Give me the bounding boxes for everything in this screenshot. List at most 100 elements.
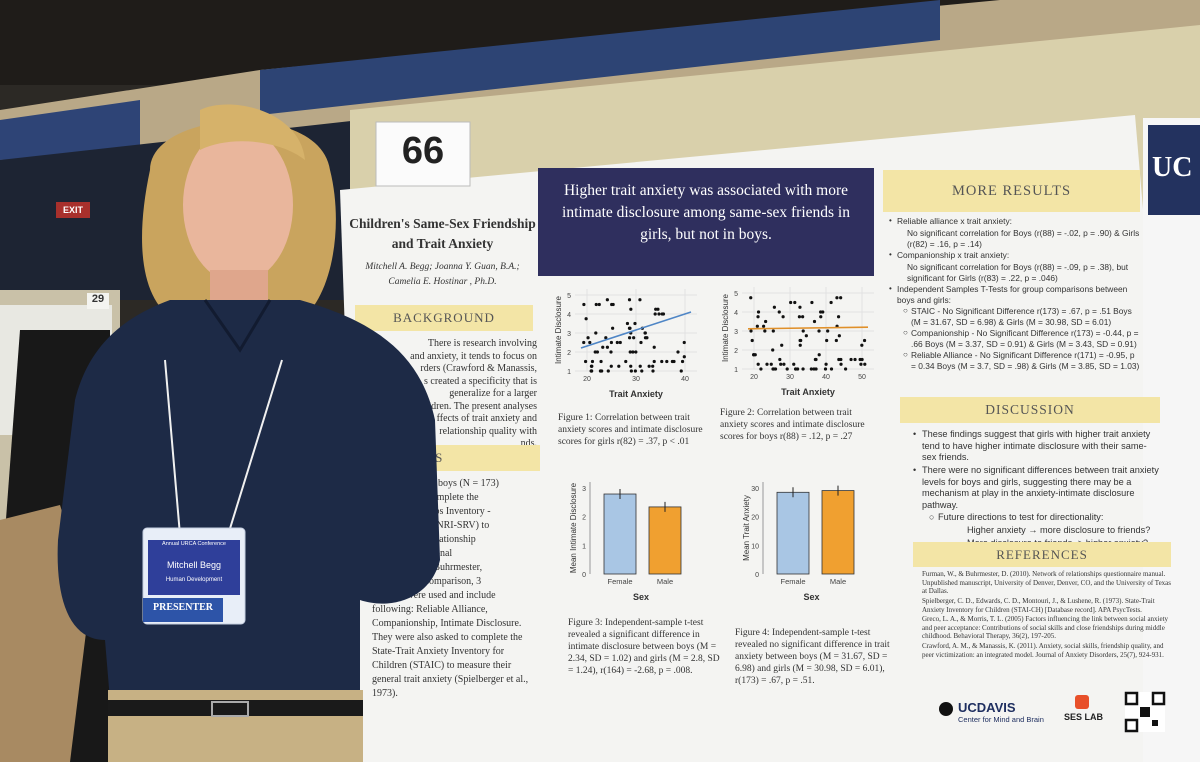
body-line: They were also asked to complete the	[372, 632, 523, 643]
x-axis-label: Trait Anxiety	[781, 387, 835, 397]
body-line: 1973).	[372, 688, 398, 699]
discussion-item: There were no significant differences be…	[922, 465, 1159, 510]
dot	[756, 362, 760, 366]
dot	[836, 315, 841, 319]
dot	[753, 353, 757, 357]
dot	[629, 307, 633, 311]
dot	[780, 343, 784, 347]
dot	[615, 340, 619, 345]
dot	[793, 300, 797, 305]
result-item: Companionship - No Significant Differenc…	[911, 328, 1139, 349]
x-axis-label: Trait Anxiety	[609, 389, 663, 399]
x-tick-label: 50	[858, 374, 866, 381]
reference: Spielberger, C. D., Edwards, C. D., Mont…	[922, 597, 1155, 614]
dot	[862, 338, 867, 343]
exit-sign-text: EXIT	[62, 205, 83, 215]
dot	[625, 321, 630, 326]
next-poster-banner	[1148, 125, 1200, 215]
body-line: and anxiety, it tends to focus on	[410, 350, 537, 362]
body-line: rders (Crawford & Manassis,	[420, 363, 537, 374]
qr-corner	[1151, 691, 1166, 706]
trend-line	[580, 311, 692, 349]
dot	[839, 296, 843, 300]
dot	[794, 367, 798, 371]
badge-ribbon	[143, 598, 223, 622]
dot	[599, 359, 603, 364]
number-sign	[375, 121, 471, 187]
dot	[645, 336, 649, 340]
body-line: Children (STAIC) to measure their	[372, 660, 512, 671]
discussion-item: These findings suggest that girls with h…	[922, 429, 1151, 462]
body-line: children. The present analyses	[416, 400, 537, 412]
dot	[801, 315, 805, 319]
seats	[0, 100, 140, 160]
discussion-item: Future directions to test for directiona…	[938, 512, 1104, 522]
headline-box	[538, 168, 874, 276]
dot	[825, 338, 829, 343]
dot	[660, 312, 664, 316]
body-line: the NRI were used and include	[372, 590, 496, 601]
body-line: irls & 89 boys (N = 173)	[400, 478, 499, 489]
logo-text: UCDAVIS	[958, 700, 1016, 715]
figure-caption: Figure 1: Correlation between trait anxi…	[558, 413, 703, 447]
x-tick-label: Male	[657, 577, 673, 586]
figure-caption: Figure 2: Correlation between trait anxi…	[720, 408, 865, 442]
dot	[755, 324, 759, 328]
dot	[829, 300, 833, 305]
dot	[638, 364, 642, 368]
dot	[785, 367, 789, 371]
dot	[860, 343, 864, 347]
fringe	[200, 104, 305, 160]
dot	[801, 367, 805, 371]
dot	[789, 300, 793, 305]
dot	[624, 359, 628, 364]
logo-subtext: Center for Mind and Brain	[958, 715, 1044, 724]
y-tick-label: 2	[582, 515, 586, 522]
badge-name: Mitchell Begg	[166, 560, 222, 570]
dot	[606, 369, 610, 373]
belt	[108, 700, 363, 716]
body-line: State-Trait Anxiety Inventory for	[372, 646, 505, 657]
section-heading: REFERENCES	[913, 542, 1171, 567]
dot	[749, 329, 753, 333]
y-tick-label: 3	[582, 486, 586, 493]
poster-title: Children's Same-Sex Friendship and Trait…	[349, 216, 536, 251]
dot	[652, 359, 656, 364]
x-tick-label: Female	[607, 577, 632, 586]
board-tag	[87, 293, 109, 309]
dot	[640, 369, 644, 373]
dot	[817, 329, 821, 333]
section-heading: BACKGROUND	[355, 305, 533, 331]
dot	[779, 362, 783, 366]
logo-text: SES LAB	[1064, 712, 1104, 722]
bullet: •	[889, 216, 892, 225]
body-line: There is research involving	[427, 338, 537, 349]
dot	[627, 326, 632, 330]
body-line: lationships Inventory -	[400, 506, 491, 517]
lanyard	[164, 359, 283, 536]
figure: 1 2 3 4 5 Intimate Disclosure Trait Anxiety 20 3…	[554, 289, 697, 399]
dot	[809, 367, 813, 371]
y-tick-label: 1	[734, 367, 738, 374]
dot	[765, 362, 769, 366]
dot	[632, 336, 636, 340]
dot	[609, 340, 614, 345]
x-tick-label: 30	[786, 374, 794, 381]
dot	[629, 369, 633, 373]
dot	[772, 305, 776, 309]
dot	[682, 355, 686, 359]
dot	[589, 369, 593, 373]
y-axis-label: Intimate Disclosure	[721, 293, 730, 362]
dot	[801, 329, 805, 333]
section-heading: DISCUSSION	[900, 397, 1160, 423]
dot	[859, 362, 863, 366]
y-tick-label: 4	[567, 312, 571, 319]
qr-cell	[1140, 707, 1150, 717]
dot	[798, 338, 802, 343]
dot	[627, 298, 632, 302]
collar	[203, 299, 272, 353]
